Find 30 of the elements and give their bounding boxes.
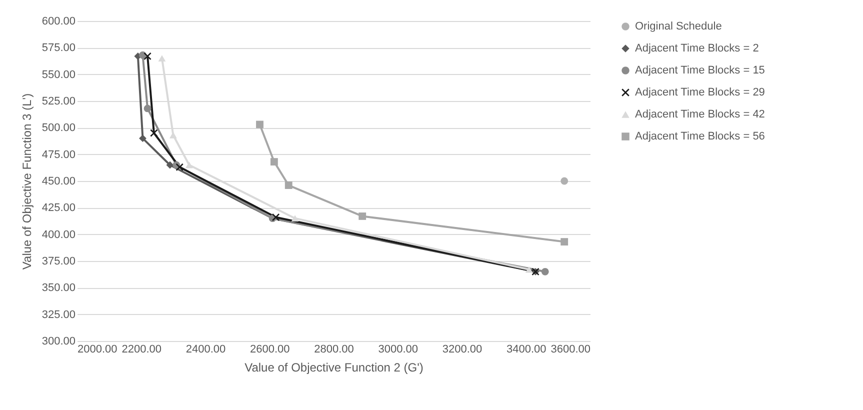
legend-label: Adjacent Time Blocks = 15 [635, 64, 765, 76]
x-tick-label: 3000.00 [378, 344, 418, 356]
x-tick-label: 2800.00 [314, 344, 354, 356]
y-tick-label: 500.00 [42, 122, 76, 134]
x-tick-label: 3200.00 [442, 344, 482, 356]
y-tick-label: 375.00 [42, 256, 76, 268]
y-tick-label: 325.00 [42, 308, 76, 321]
x-tick-label: 3600.00 [550, 344, 590, 356]
y-tick-label: 550.00 [42, 68, 76, 81]
y-tick-label: 525.00 [42, 96, 76, 108]
x-tick-label: 2200.00 [122, 344, 162, 356]
y-tick-label: 475.00 [42, 148, 76, 161]
legend-label: Adjacent Time Blocks = 42 [635, 108, 765, 120]
y-tick-label: 400.00 [42, 228, 76, 241]
x-axis-title: Value of Objective Function 2 (G') [244, 360, 424, 374]
y-tick-label: 350.00 [42, 282, 76, 294]
legend-label: Adjacent Time Blocks = 29 [635, 86, 765, 98]
y-axis-title: Value of Objective Function 3 (L') [20, 93, 34, 270]
legend-label: Original Schedule [635, 20, 722, 32]
y-tick-label: 425.00 [42, 202, 76, 214]
y-tick-label: 600.00 [42, 16, 76, 28]
x-tick-label: 2400.00 [186, 344, 226, 356]
y-tick-label: 575.00 [42, 42, 76, 54]
legend-label: Adjacent Time Blocks = 56 [635, 130, 765, 142]
y-tick-label: 300.00 [42, 336, 76, 348]
x-tick-label: 2000.00 [78, 344, 118, 356]
y-tick-label: 450.00 [42, 176, 76, 188]
legend-label: Adjacent Time Blocks = 2 [635, 42, 759, 54]
x-tick-label: 3400.00 [506, 344, 546, 356]
x-tick-label: 2600.00 [250, 344, 290, 356]
